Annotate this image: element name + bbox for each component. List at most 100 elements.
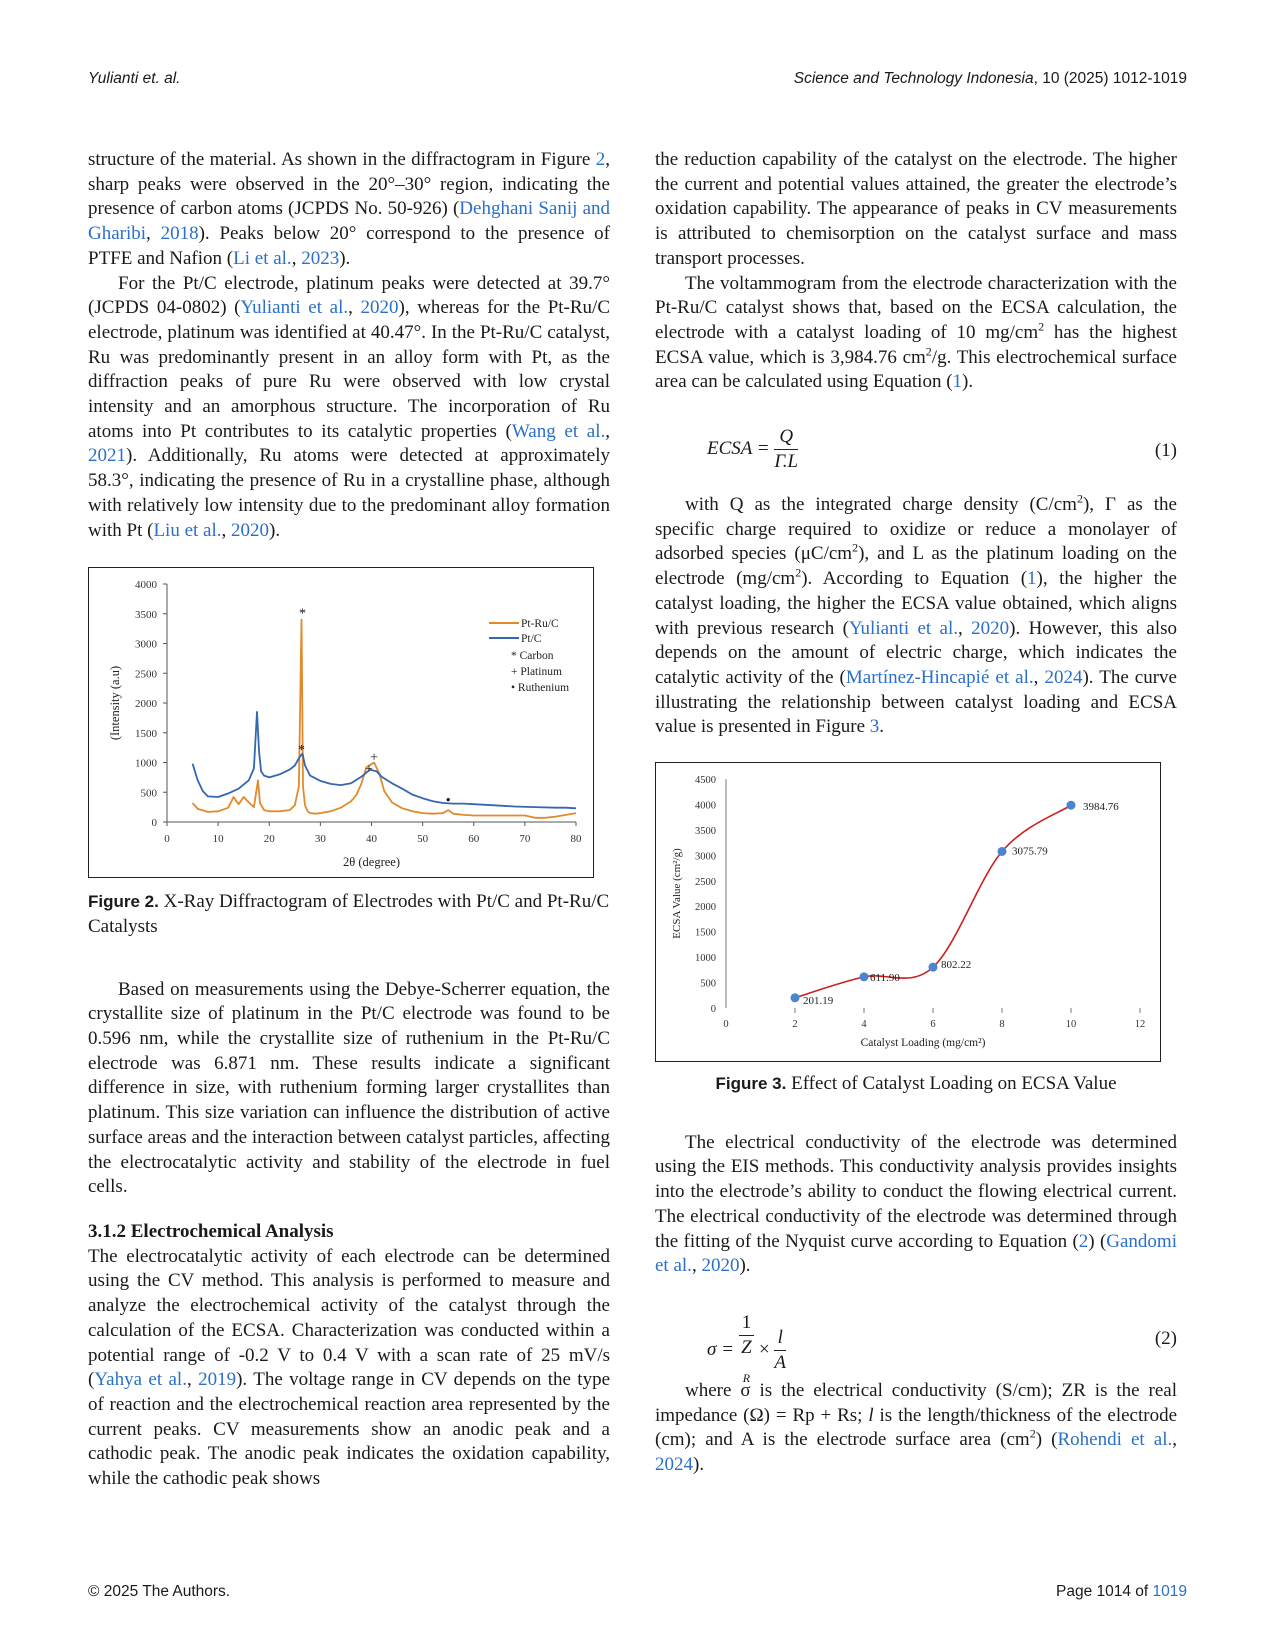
citation-year-link[interactable]: 2018 xyxy=(160,223,199,245)
figure-label: Figure 3. xyxy=(715,1074,787,1094)
data-point xyxy=(859,972,869,982)
peak-marker: • xyxy=(446,794,451,809)
citation-year-link[interactable]: 2024 xyxy=(655,1454,693,1476)
left-column: structure of the material. As shown in t… xyxy=(88,148,610,1492)
citation-link[interactable]: Li et al. xyxy=(233,247,292,269)
right-column: the reduction capability of the catalyst… xyxy=(655,148,1177,1478)
journal-citation: Science and Technology Indonesia, 10 (20… xyxy=(794,70,1187,88)
y-tick-label: 1000 xyxy=(695,953,716,964)
x-axis-title: 2θ (degree) xyxy=(343,855,400,869)
equation-ref[interactable]: 1 xyxy=(952,371,963,393)
data-point xyxy=(1066,800,1076,810)
running-author: Yulianti et. al. xyxy=(88,70,181,87)
peak-marker: * xyxy=(298,743,305,758)
data-label: 3075.79 xyxy=(1012,846,1048,858)
data-point xyxy=(928,962,938,972)
x-tick-label: 80 xyxy=(571,833,583,845)
peak-marker: * xyxy=(299,607,306,622)
paragraph: For the Pt/C electrode, platinum peaks w… xyxy=(88,272,611,541)
equation-lhs: ECSA = xyxy=(707,438,770,460)
figure-ref[interactable]: 2 xyxy=(595,149,606,170)
ecsa-chart: 0 500 1000 1500 2000 2500 3000 3500 4000 4500 0 2 4 6… xyxy=(671,775,1145,1049)
citation-year-link[interactable]: 2020 xyxy=(971,617,1010,639)
paragraph: The electrical conductivity of the elect… xyxy=(655,1131,1177,1277)
x-tick-label: 0 xyxy=(164,833,170,845)
data-label: 802.22 xyxy=(941,959,971,971)
journal-name: Science and Technology Indonesia xyxy=(793,70,1034,87)
legend-label: Pt/C xyxy=(521,633,542,645)
citation-year-link[interactable]: 2019 xyxy=(198,1369,237,1391)
x-tick-label: 30 xyxy=(315,833,327,845)
citation-link[interactable]: Dehghani Sanij and Gharibi xyxy=(88,198,611,245)
total-pages-link[interactable]: 1019 xyxy=(1152,1583,1187,1600)
paragraph: with Q as the integrated charge density … xyxy=(655,491,1178,738)
figure-ref[interactable]: 3 xyxy=(869,716,880,738)
x-tick-label: 40 xyxy=(366,833,378,845)
citation-link[interactable]: Martínez-Hincapié et al. xyxy=(845,666,1034,688)
citation-year-link[interactable]: 2020 xyxy=(701,1255,740,1277)
citation-year-link[interactable]: 2020 xyxy=(231,519,270,541)
citation-link[interactable]: Rohendi et al. xyxy=(1057,1429,1173,1451)
y-axis-title: (Intensity (a.u) xyxy=(108,666,122,740)
page-header: Yulianti et. al. Science and Technology … xyxy=(88,70,1187,94)
legend-label: + Platinum xyxy=(511,666,562,678)
y-tick-label: 1000 xyxy=(135,758,158,770)
y-tick-label: 500 xyxy=(700,979,716,990)
data-label: 3984.76 xyxy=(1083,801,1119,813)
y-tick-label: 2500 xyxy=(695,877,716,888)
data-point xyxy=(790,993,800,1003)
citation-link[interactable]: Yahya et al. xyxy=(94,1369,187,1391)
x-tick-label: 10 xyxy=(213,833,225,845)
y-tick-label: 2000 xyxy=(135,698,158,710)
x-tick-label: 70 xyxy=(519,833,531,845)
y-tick-label: 4000 xyxy=(135,579,158,591)
xrd-chart: 0 500 1000 1500 2000 2500 3000 3500 4000 0 10 20 30 4… xyxy=(108,579,583,869)
y-axis-title: ECSA Value (cm²/g) xyxy=(671,848,683,939)
figure-2-caption: Figure 2. X-Ray Diffractogram of Electro… xyxy=(88,891,610,937)
legend-label: • Ruthenium xyxy=(511,682,569,694)
paragraph: where σ is the electrical conductivity (… xyxy=(655,1379,1178,1476)
figure-label: Figure 2. xyxy=(88,892,159,912)
series-line-pt-c xyxy=(191,711,577,810)
y-tick-label: 3500 xyxy=(695,826,716,837)
peak-marker: + xyxy=(365,762,373,777)
citation-link[interactable]: Liu et al. xyxy=(153,519,222,541)
y-tick-label: 3000 xyxy=(135,639,158,651)
citation-link[interactable]: Yulianti et al. xyxy=(848,617,959,639)
equation-ref[interactable]: 1 xyxy=(1027,568,1037,590)
paragraph: structure of the material. As shown in t… xyxy=(88,149,611,269)
data-label: 201.19 xyxy=(803,995,834,1007)
equation-ref[interactable]: 2 xyxy=(1078,1230,1089,1252)
y-tick-label: 3500 xyxy=(135,609,158,621)
x-axis-title: Catalyst Loading (mg/cm²) xyxy=(861,1037,986,1049)
equation-fraction: Q Γ.L xyxy=(774,426,799,473)
equation-number: (2) xyxy=(1154,1327,1177,1349)
x-tick-label: 8 xyxy=(999,1019,1004,1030)
legend-label: Pt-Ru/C xyxy=(521,618,559,630)
equation-lhs: σ = xyxy=(707,1339,734,1361)
x-tick-label: 10 xyxy=(1066,1019,1077,1030)
equation-number: (1) xyxy=(1154,440,1177,462)
citation-year-link[interactable]: 2023 xyxy=(301,247,340,269)
citation-year-link[interactable]: 2021 xyxy=(88,445,126,467)
x-tick-label: 60 xyxy=(468,833,480,845)
citation-year-link[interactable]: 2024 xyxy=(1044,666,1083,688)
legend-label: * Carbon xyxy=(511,650,554,662)
equation-1: ECSA = Q Γ.L (1) xyxy=(655,425,1177,481)
journal-issue: , 10 (2025) 1012-1019 xyxy=(1033,70,1187,87)
figure-3-caption: Figure 3. Effect of Catalyst Loading on … xyxy=(715,1073,1117,1095)
y-tick-label: 4000 xyxy=(695,801,716,812)
citation-link[interactable]: Yulianti et al. xyxy=(240,297,349,319)
y-tick-label: 1500 xyxy=(695,928,716,939)
citation-link[interactable]: Wang et al. xyxy=(511,420,606,442)
citation-link[interactable]: Gandomi et al. xyxy=(655,1230,1177,1277)
x-tick-label: 2 xyxy=(792,1019,797,1030)
page-footer: © 2025 The Authors. Page 1014 of 1019 xyxy=(88,1583,1187,1601)
copyright: © 2025 The Authors. xyxy=(88,1583,231,1600)
citation-year-link[interactable]: 2020 xyxy=(360,297,399,319)
x-tick-label: 50 xyxy=(417,833,429,845)
data-point xyxy=(997,847,1007,857)
paragraph: the reduction capability of the catalyst… xyxy=(655,149,1177,269)
